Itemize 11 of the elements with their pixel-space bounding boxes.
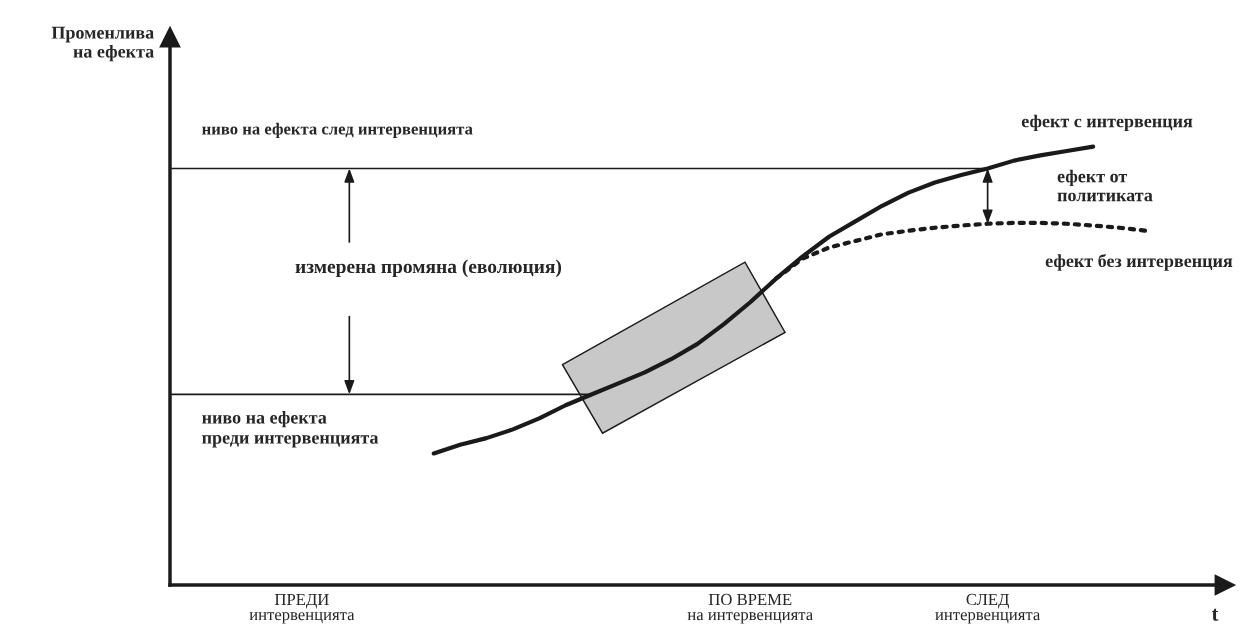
series-label: ефект с интервенция	[1021, 114, 1193, 131]
x-tick-label: ПО ВРЕМЕ на интервенцията	[687, 593, 813, 624]
legend-label: ниво на ефекта преди интервенцията	[202, 410, 379, 448]
x-tick-label: ПРЕДИ интервенцията	[249, 593, 355, 624]
y-axis-title: Променлива на ефекта	[51, 26, 154, 62]
ref-line-label: ниво на ефекта след интервенцията	[202, 122, 473, 138]
annotation: измерена промяна (еволюция)	[295, 259, 562, 278]
series-label: ефект без интервенция	[1045, 253, 1233, 271]
x-tick-label: СЛЕД интервенцията	[935, 593, 1041, 624]
annotation: ефект от политиката	[1057, 169, 1153, 202]
x-axis-title: t	[1211, 608, 1219, 621]
